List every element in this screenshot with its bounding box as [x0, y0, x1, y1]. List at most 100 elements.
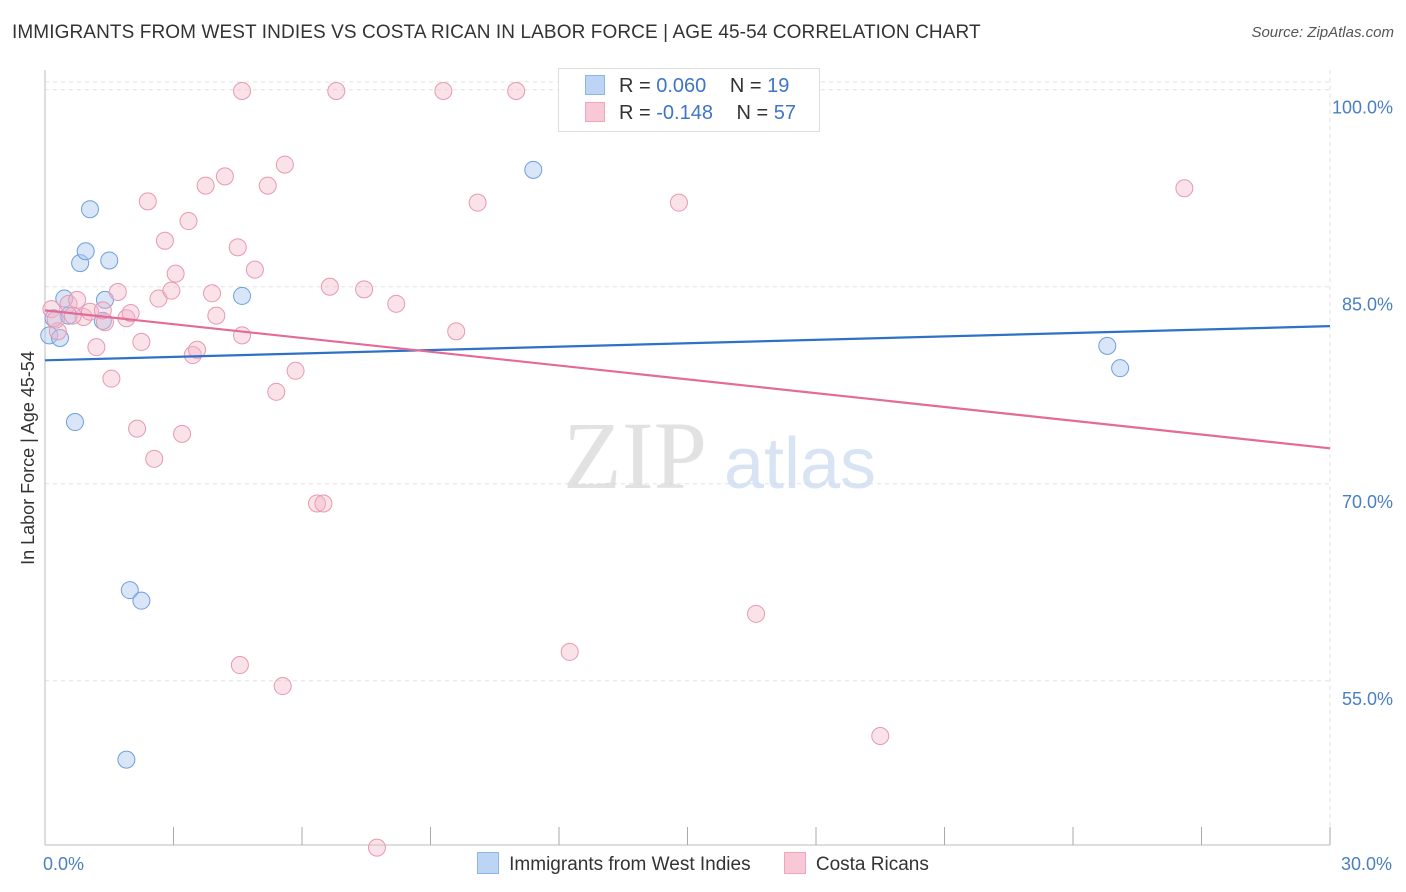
- costa-ricans-point: [228, 238, 247, 257]
- west-indies-point: [50, 328, 69, 347]
- legend-r-label: R =: [619, 75, 651, 97]
- west-indies-point: [65, 413, 84, 432]
- legend-item-costa-ricans: Costa Ricans: [783, 852, 929, 876]
- legend-label: Costa Ricans: [815, 854, 929, 875]
- costa-ricans-point: [245, 260, 264, 279]
- costa-ricans-point: [747, 604, 766, 623]
- costa-ricans-point: [273, 677, 292, 696]
- costa-ricans-point: [275, 155, 294, 174]
- legend-swatch-pink: [783, 852, 806, 874]
- west-indies-point: [1098, 336, 1117, 355]
- costa-ricans-point: [1175, 179, 1194, 198]
- costa-ricans-point: [215, 167, 234, 186]
- legend-r-label: R =: [619, 102, 651, 124]
- costa-ricans-point: [307, 494, 326, 513]
- y-axis-label: In Labor Force | Age 45-54: [18, 351, 38, 565]
- costa-ricans-point: [173, 424, 192, 443]
- costa-ricans-point: [447, 322, 466, 341]
- costa-ricans-point: [46, 310, 65, 329]
- y-tick-label: 55.0%: [1342, 689, 1393, 709]
- costa-ricans-point: [267, 382, 286, 401]
- costa-ricans-point: [102, 369, 121, 388]
- costa-ricans-point: [138, 192, 157, 211]
- series-costa-ricans-points: [42, 82, 1194, 857]
- stats-legend: R = 0.060 N = 19 R = -0.148 N = 57: [558, 68, 820, 132]
- costa-ricans-point: [327, 82, 346, 101]
- legend-row-west-indies: R = 0.060 N = 19: [585, 75, 789, 101]
- legend-r-value: 0.060: [656, 75, 707, 97]
- x-tick-label: 30.0%: [1341, 854, 1392, 874]
- costa-ricans-point: [314, 494, 333, 513]
- west-indies-point: [132, 591, 151, 610]
- watermark-zip: ZIP: [563, 402, 707, 509]
- costa-ricans-point: [434, 82, 453, 101]
- west-indies-point: [524, 160, 543, 179]
- costa-ricans-point: [155, 231, 174, 250]
- costa-ricans-point: [121, 304, 140, 323]
- costa-ricans-point: [149, 289, 168, 308]
- legend-row-costa-ricans: R = -0.148 N = 57: [585, 102, 796, 128]
- costa-ricans-point: [166, 264, 185, 283]
- series-legend: Immigrants from West Indies Costa Ricans: [0, 852, 1406, 876]
- legend-item-west-indies: Immigrants from West Indies: [477, 852, 751, 876]
- legend-n-value: 57: [773, 102, 797, 124]
- costa-ricans-point: [48, 322, 67, 341]
- west-indies-point: [117, 750, 136, 769]
- trend-lines: [44, 309, 1331, 450]
- west-indies-trend-line: [44, 325, 1331, 362]
- costa-ricans-point: [387, 294, 406, 313]
- y-tick-label: 100.0%: [1332, 98, 1393, 118]
- costa-ricans-point: [68, 290, 87, 309]
- west-indies-point: [120, 581, 139, 600]
- costa-ricans-point: [203, 284, 222, 303]
- watermark-atlas: atlas: [724, 424, 876, 504]
- west-indies-point: [1111, 359, 1130, 378]
- costa-ricans-point: [93, 301, 112, 320]
- costa-ricans-point: [560, 642, 579, 661]
- costa-ricans-point: [128, 419, 147, 438]
- costa-ricans-point: [871, 726, 890, 745]
- costa-ricans-point: [230, 656, 249, 675]
- legend-label: Immigrants from West Indies: [509, 854, 751, 875]
- west-indies-point: [40, 326, 59, 345]
- costa-ricans-point: [320, 277, 339, 296]
- legend-n-value: 19: [767, 75, 790, 97]
- costa-ricans-point: [233, 326, 252, 345]
- costa-ricans-point: [468, 193, 487, 212]
- costa-ricans-point: [63, 306, 82, 325]
- axes: [44, 70, 1331, 846]
- costa-ricans-point: [258, 176, 277, 195]
- watermark: ZIP atlas: [563, 402, 876, 509]
- y-tick-label: 85.0%: [1342, 295, 1393, 315]
- source-label: Source: ZipAtlas.com: [1251, 24, 1394, 41]
- costa-ricans-point: [367, 838, 386, 857]
- costa-ricans-point: [355, 280, 374, 299]
- costa-ricans-point: [179, 212, 198, 231]
- west-indies-point: [76, 242, 95, 261]
- west-indies-point: [100, 251, 119, 270]
- costa-ricans-point: [207, 306, 226, 325]
- costa-ricans-point: [162, 281, 181, 300]
- chart-title: IMMIGRANTS FROM WEST INDIES VS COSTA RIC…: [12, 22, 981, 43]
- legend-swatch-pink: [585, 102, 605, 122]
- y-tick-label: 70.0%: [1342, 492, 1393, 512]
- legend-r-value: -0.148: [656, 102, 713, 124]
- costa-ricans-point: [145, 449, 164, 468]
- legend-swatch-blue: [477, 852, 500, 874]
- x-tick-label: 0.0%: [43, 854, 84, 874]
- costa-ricans-point: [669, 193, 688, 212]
- costa-ricans-point: [132, 332, 151, 351]
- legend-n-label: N =: [736, 102, 769, 124]
- legend-swatch-blue: [585, 75, 605, 95]
- costa-ricans-point: [286, 361, 305, 380]
- costa-ricans-point: [42, 300, 61, 319]
- costa-ricans-point: [108, 282, 127, 301]
- west-indies-point: [233, 286, 252, 305]
- west-indies-point: [80, 200, 99, 219]
- series-west-indies-points: [40, 160, 1130, 769]
- costa-ricans-trend-line: [44, 309, 1331, 450]
- costa-ricans-point: [233, 82, 252, 101]
- costa-ricans-point: [507, 82, 526, 101]
- tick-labels: 100.0% 85.0% 70.0% 55.0% 0.0% 30.0%: [43, 98, 1393, 874]
